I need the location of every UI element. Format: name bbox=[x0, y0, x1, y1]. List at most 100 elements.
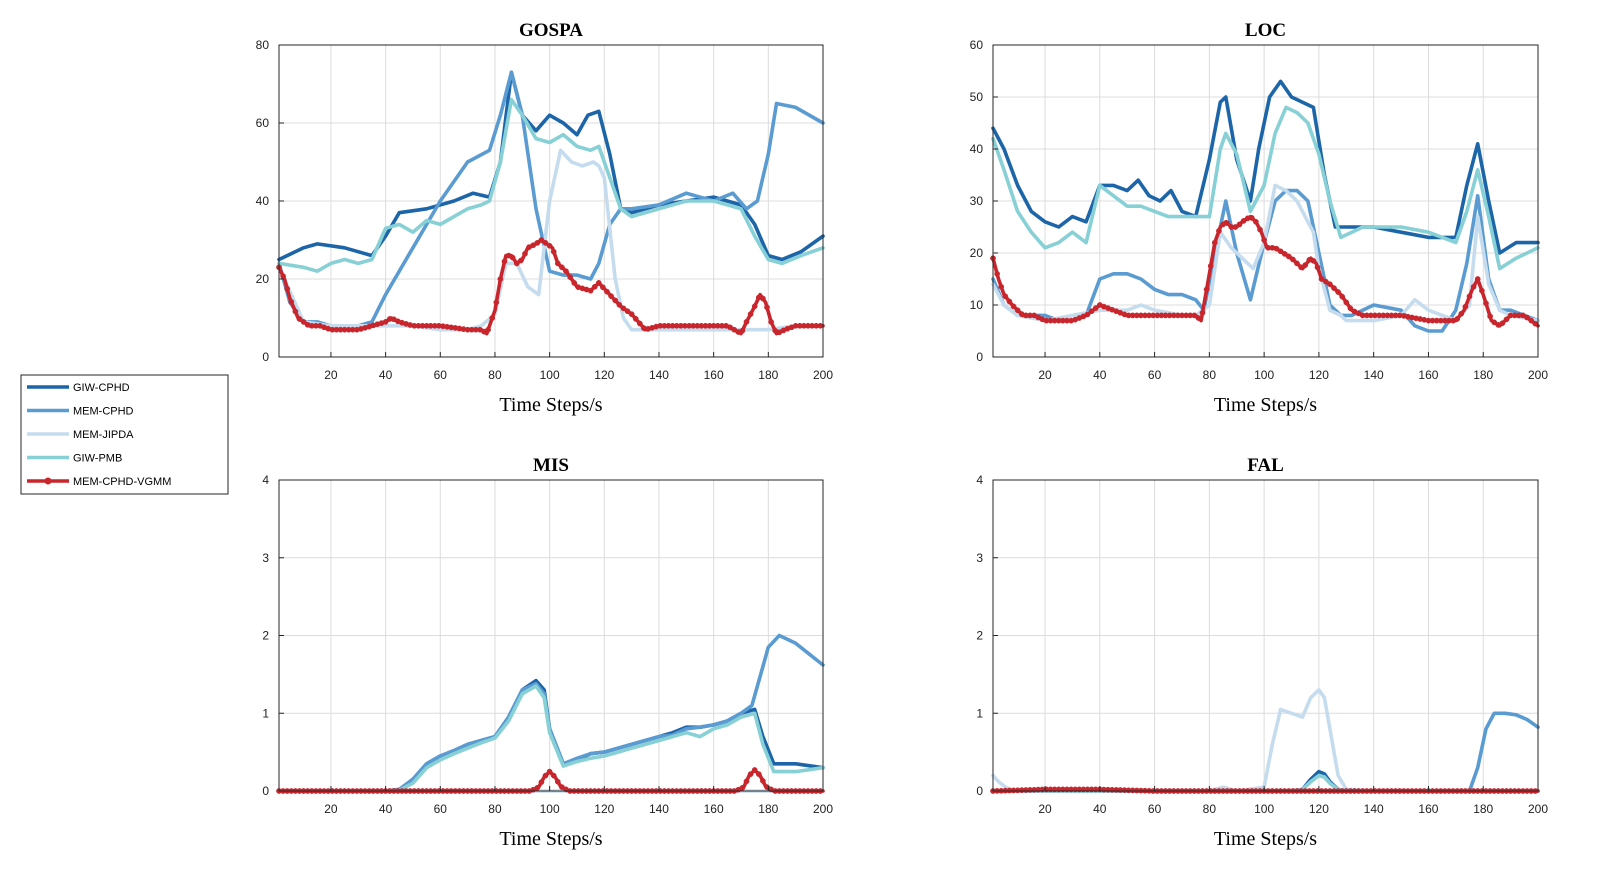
gospa-point bbox=[632, 315, 639, 322]
loc-point bbox=[1002, 293, 1009, 300]
mis-xtick-label: 100 bbox=[540, 802, 560, 816]
gospa-point bbox=[542, 240, 549, 246]
loc-point bbox=[1232, 224, 1239, 230]
loc-point bbox=[1281, 251, 1288, 257]
loc-point bbox=[1474, 276, 1481, 282]
gospa-point bbox=[628, 311, 635, 317]
gospa-ytick-label: 40 bbox=[256, 194, 270, 208]
loc-point bbox=[1310, 257, 1317, 264]
gospa-point bbox=[284, 285, 291, 292]
gospa-point bbox=[595, 280, 602, 286]
gospa-chart: 20 40 60 80 100 120 140 160 180 200 0 20 40 60 80 GOSPA… bbox=[256, 20, 834, 416]
gospa-xlabel: Time Steps/s bbox=[499, 394, 602, 416]
legend-entry-mem-cphd-vgmm: MEM-CPHD-VGMM bbox=[27, 476, 171, 488]
loc-markers-mem-cphd-vgmm bbox=[990, 215, 1539, 328]
gospa-point bbox=[743, 319, 750, 325]
loc-point bbox=[1491, 319, 1498, 326]
loc-point bbox=[1273, 245, 1280, 252]
mis-ytick-label: 0 bbox=[262, 784, 269, 798]
loc-xlabel: Time Steps/s bbox=[1214, 394, 1317, 416]
mis-point bbox=[739, 784, 746, 791]
legend-entry-giw-cphd: GIW-CPHD bbox=[27, 382, 130, 394]
gospa-point bbox=[485, 326, 491, 333]
loc-point bbox=[1253, 218, 1259, 225]
mis-point bbox=[550, 772, 557, 779]
loc-point bbox=[1454, 316, 1461, 322]
loc-xtick-label: 40 bbox=[1093, 368, 1107, 382]
gospa-xtick-label: 60 bbox=[434, 368, 448, 382]
mis-xtick-label: 140 bbox=[649, 802, 669, 816]
loc-point bbox=[1327, 281, 1333, 288]
loc-point bbox=[1462, 303, 1469, 310]
loc-xtick-label: 120 bbox=[1309, 368, 1329, 382]
fal-chart: 20 40 60 80 100 120 140 160 180 200 0 1 2 3 4 FAL Time S… bbox=[976, 455, 1548, 850]
loc-point bbox=[1528, 317, 1535, 324]
legend-entry-mem-jipda: MEM-JIPDA bbox=[27, 429, 134, 441]
fal-ytick-label: 4 bbox=[976, 473, 983, 487]
fal-title: FAL bbox=[1247, 455, 1284, 476]
loc-xtick-label: 80 bbox=[1203, 368, 1217, 382]
gospa-point bbox=[296, 316, 303, 322]
legend-label-mem-cphd: MEM-CPHD bbox=[73, 406, 134, 418]
gospa-ytick-label: 60 bbox=[256, 116, 270, 130]
gospa-xtick-label: 120 bbox=[594, 368, 614, 382]
gospa-point bbox=[522, 250, 528, 257]
mis-xtick-label: 40 bbox=[379, 802, 393, 816]
loc-xtick-label: 160 bbox=[1418, 368, 1438, 382]
gospa-point bbox=[739, 327, 746, 334]
legend: GIW-CPHD MEM-CPHD MEM-JIPDA GIW-PMB MEM-CPHD… bbox=[20, 374, 229, 495]
loc-series-group bbox=[990, 79, 1540, 333]
legend-label-giw-cphd: GIW-CPHD bbox=[73, 382, 130, 394]
mis-point bbox=[747, 771, 754, 777]
fal-xtick-label: 120 bbox=[1309, 802, 1329, 816]
mis-title: MIS bbox=[533, 455, 569, 476]
loc-series-giw-pmb bbox=[991, 105, 1540, 271]
loc-point bbox=[1248, 215, 1255, 221]
gospa-series-group bbox=[276, 70, 825, 336]
loc-ytick-label: 50 bbox=[970, 90, 984, 104]
fal-ytick-label: 0 bbox=[976, 784, 983, 798]
gospa-series-giw-pmb bbox=[277, 97, 825, 274]
mis-xtick-label: 20 bbox=[324, 802, 338, 816]
mis-point bbox=[546, 768, 553, 775]
loc-point bbox=[1257, 226, 1263, 233]
gospa-markers-mem-cphd-vgmm bbox=[276, 237, 824, 336]
fal-xtick-label: 40 bbox=[1093, 802, 1107, 816]
loc-ytick-label: 0 bbox=[976, 350, 983, 364]
gospa-point bbox=[571, 280, 578, 286]
loc-ytick-label: 10 bbox=[970, 298, 984, 312]
loc-point bbox=[1532, 320, 1539, 327]
loc-point bbox=[1236, 221, 1243, 228]
fal-xtick-label: 100 bbox=[1254, 802, 1274, 816]
fal-ytick-label: 3 bbox=[976, 551, 983, 565]
mis-point bbox=[534, 784, 541, 791]
loc-point bbox=[1524, 314, 1530, 321]
gospa-point bbox=[546, 242, 553, 249]
mis-ytick-label: 4 bbox=[262, 473, 269, 487]
loc-point bbox=[1487, 313, 1493, 320]
loc-point bbox=[1207, 263, 1214, 269]
gospa-point bbox=[493, 299, 500, 306]
gospa-ytick-label: 20 bbox=[256, 272, 270, 286]
mis-point bbox=[751, 767, 758, 773]
loc-point bbox=[1294, 260, 1300, 267]
loc-point bbox=[1092, 305, 1099, 311]
loc-point bbox=[1199, 309, 1206, 316]
loc-title: LOC bbox=[1245, 20, 1286, 41]
mis-ytick-label: 3 bbox=[262, 551, 269, 565]
loc-point bbox=[1499, 320, 1506, 327]
gospa-xtick-label: 80 bbox=[488, 368, 502, 382]
gospa-point bbox=[501, 258, 508, 265]
loc-point bbox=[1088, 308, 1095, 315]
gospa-point bbox=[616, 301, 623, 308]
mis-chart: 20 40 60 80 100 120 140 160 180 200 0 1 2 3 4 MIS Time S… bbox=[262, 455, 833, 850]
loc-point bbox=[1458, 310, 1465, 317]
gospa-point bbox=[567, 274, 573, 280]
loc-point bbox=[1314, 264, 1321, 271]
loc-xtick-label: 60 bbox=[1148, 368, 1162, 382]
gospa-point bbox=[591, 283, 598, 290]
loc-point bbox=[1195, 315, 1202, 321]
loc-point bbox=[1343, 299, 1350, 306]
gospa-point bbox=[534, 240, 541, 246]
mis-xtick-label: 80 bbox=[488, 802, 502, 816]
